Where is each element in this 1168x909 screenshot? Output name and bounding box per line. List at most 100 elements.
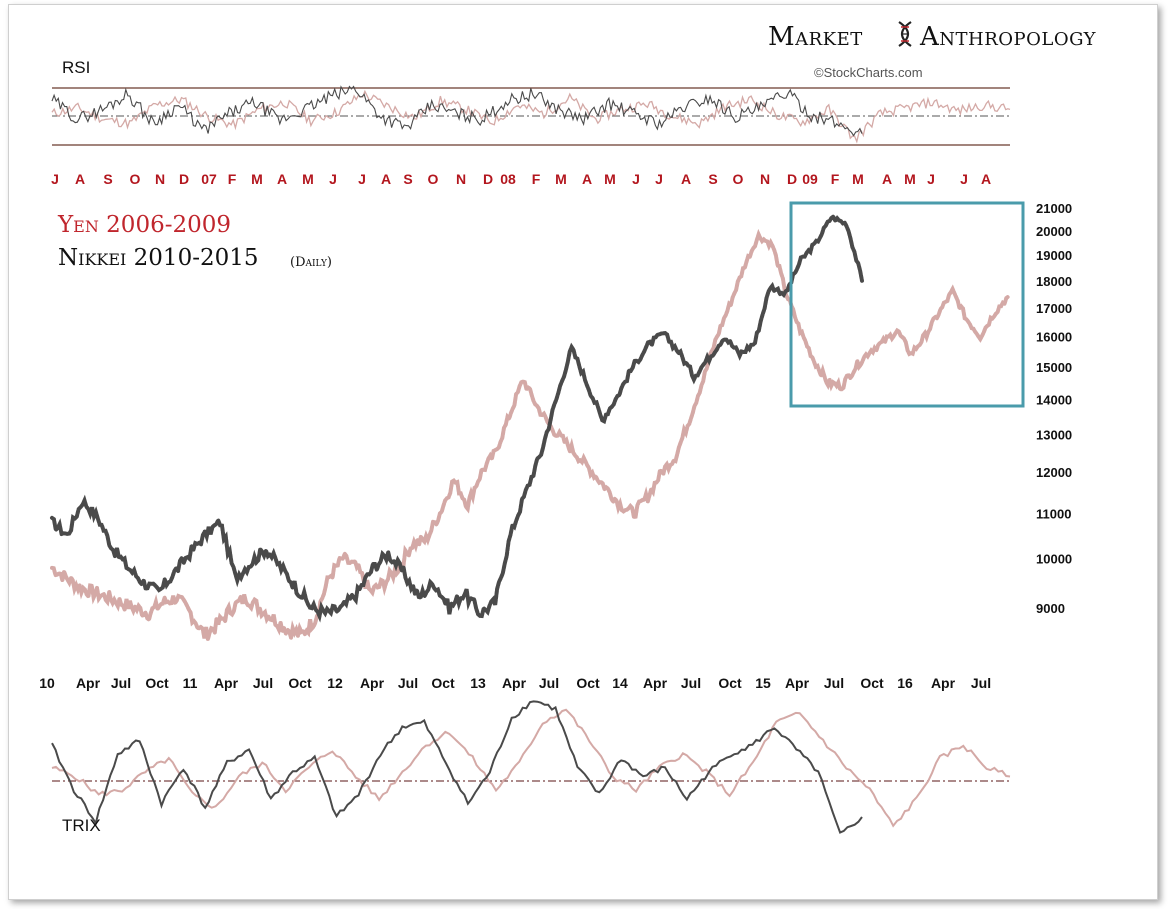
price-xtick-3: Oct: [145, 675, 169, 691]
trix-label: TRIX: [62, 816, 101, 835]
rsi-xtick-35: J: [927, 171, 935, 187]
price-ytick-20000: 20000: [1036, 224, 1072, 239]
price-xtick-4: 11: [183, 675, 198, 691]
price-xtick-10: Jul: [398, 675, 418, 691]
legend-yen: Yen 2006-2009: [57, 212, 231, 238]
rsi-xtick-3: O: [130, 171, 141, 187]
price-ytick-17000: 17000: [1036, 301, 1072, 316]
rsi-xtick-2: S: [103, 171, 112, 187]
price-xtick-5: Apr: [214, 675, 239, 691]
price-xtick-15: Oct: [576, 675, 600, 691]
price-ytick-18000: 18000: [1036, 274, 1072, 289]
price-xtick-12: 13: [470, 675, 486, 691]
price-xtick-19: Oct: [718, 675, 742, 691]
rsi-xtick-0: J: [51, 171, 59, 187]
rsi-xtick-30: 09: [802, 171, 818, 187]
rsi-xtick-24: J: [655, 171, 663, 187]
price-xtick-2: Jul: [111, 675, 131, 691]
price-xtick-18: Jul: [681, 675, 701, 691]
price-xtick-14: Jul: [539, 675, 559, 691]
price-xtick-25: Apr: [931, 675, 956, 691]
price-ytick-15000: 15000: [1036, 360, 1072, 375]
price-ytick-16000: 16000: [1036, 329, 1072, 344]
price-xtick-22: Jul: [824, 675, 844, 691]
rsi-xtick-7: F: [228, 171, 237, 187]
price-ytick-19000: 19000: [1036, 248, 1072, 263]
rsi-xtick-22: M: [604, 171, 616, 187]
rsi-line-nikkei-2010-2015: [51, 85, 863, 137]
price-xtick-9: Apr: [360, 675, 385, 691]
rsi-panel: RSI J A S O N D 07 F M A M J J A S O N D 08 F M A M J J A S O N D 09 F M…: [51, 58, 1011, 187]
stockcharts-credit: ©StockCharts.com: [814, 65, 923, 80]
trix-line-yen-2006-2009: [51, 708, 1011, 828]
brand-title-right: Anthropology: [919, 22, 1097, 52]
price-xtick-20: 15: [755, 675, 771, 691]
price-ytick-13000: 13000: [1036, 427, 1072, 442]
rsi-xtick-8: M: [251, 171, 263, 187]
price-xtick-16: 14: [612, 675, 628, 691]
rsi-xtick-16: N: [456, 171, 466, 187]
rsi-xtick-1: A: [75, 171, 85, 187]
legend-nikkei: Nikkei 2010-2015: [58, 245, 259, 271]
rsi-xtick-21: A: [582, 171, 592, 187]
chart-legend: Yen 2006-2009 Nikkei 2010-2015 (Daily): [57, 212, 332, 271]
price-xtick-0: 10: [39, 675, 55, 691]
legend-nikkei-note: (Daily): [290, 255, 332, 270]
rsi-xtick-15: O: [428, 171, 439, 187]
price-xtick-7: Oct: [288, 675, 312, 691]
rsi-xtick-12: J: [358, 171, 366, 187]
price-xtick-11: Oct: [431, 675, 455, 691]
rsi-xtick-28: N: [760, 171, 770, 187]
highlight-box: [789, 201, 1025, 408]
price-ytick-9000: 9000: [1036, 601, 1065, 616]
rsi-xtick-20: M: [555, 171, 567, 187]
rsi-xtick-25: A: [681, 171, 691, 187]
rsi-line-yen-2006-2009: [51, 89, 1011, 144]
price-xtick-13: Apr: [502, 675, 527, 691]
price-line-nikkei-2010-2015: [50, 213, 864, 623]
rsi-xtick-34: M: [904, 171, 916, 187]
price-xtick-1: Apr: [76, 675, 101, 691]
rsi-xtick-13: A: [381, 171, 391, 187]
price-ytick-10000: 10000: [1036, 551, 1072, 566]
price-ytick-11000: 11000: [1036, 506, 1071, 521]
rsi-xtick-26: S: [708, 171, 717, 187]
trix-panel: TRIX: [51, 700, 1011, 835]
price-xtick-24: 16: [897, 675, 913, 691]
price-xtick-21: Apr: [785, 675, 810, 691]
rsi-xtick-31: F: [831, 171, 840, 187]
rsi-xtick-9: A: [277, 171, 287, 187]
rsi-xtick-29: D: [787, 171, 797, 187]
brand-logo: Market Anthropology: [768, 21, 1097, 52]
rsi-xtick-23: J: [632, 171, 640, 187]
rsi-xtick-14: S: [403, 171, 412, 187]
rsi-label: RSI: [62, 58, 90, 77]
price-ytick-21000: 21000: [1036, 201, 1072, 216]
rsi-xtick-11: J: [329, 171, 337, 187]
rsi-xtick-37: A: [981, 171, 991, 187]
rsi-xtick-27: O: [733, 171, 744, 187]
rsi-xtick-6: 07: [201, 171, 217, 187]
price-xtick-23: Oct: [860, 675, 884, 691]
rsi-xtick-33: A: [882, 171, 892, 187]
rsi-xtick-4: N: [155, 171, 165, 187]
price-ytick-12000: 12000: [1036, 465, 1072, 480]
trix-line-nikkei-2010-2015: [51, 700, 863, 834]
price-panel: 21000 20000 19000 18000 17000 16000 15000 14000…: [39, 201, 1072, 691]
rsi-xtick-10: M: [302, 171, 314, 187]
price-line-yen-2006-2009: [50, 228, 1010, 640]
rsi-xtick-5: D: [179, 171, 189, 187]
price-xtick-8: 12: [327, 675, 343, 691]
price-ytick-14000: 14000: [1036, 392, 1072, 407]
rsi-xtick-32: M: [852, 171, 864, 187]
rsi-xtick-19: F: [532, 171, 541, 187]
price-xtick-26: Jul: [971, 675, 991, 691]
price-xtick-6: Jul: [253, 675, 273, 691]
rsi-xtick-36: J: [960, 171, 968, 187]
brand-title-left: Market: [768, 22, 863, 52]
price-xtick-17: Apr: [643, 675, 668, 691]
rsi-xtick-17: D: [483, 171, 493, 187]
dna-icon: [898, 21, 912, 47]
rsi-xtick-18: 08: [500, 171, 516, 187]
